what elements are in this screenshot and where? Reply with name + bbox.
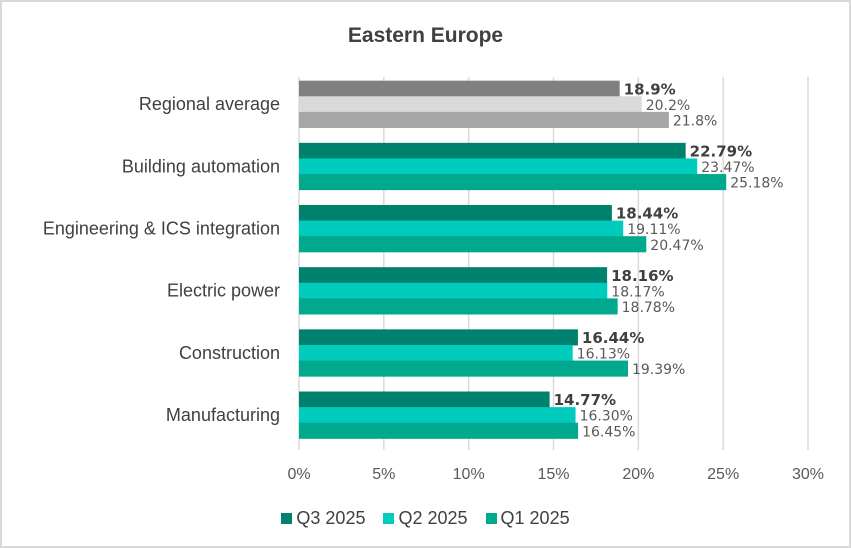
bar: [299, 329, 578, 346]
x-tick-label: 15%: [537, 466, 569, 483]
data-label: 23.47%: [701, 160, 754, 176]
x-tick-label: 20%: [622, 466, 654, 483]
x-tick-label: 25%: [707, 466, 739, 483]
bar: [299, 142, 686, 159]
bar: [299, 205, 612, 222]
bar: [299, 80, 620, 97]
bar: [299, 344, 573, 362]
bar: [299, 360, 628, 377]
data-label: 20.2%: [646, 98, 690, 114]
data-label: 14.77%: [554, 391, 616, 409]
bar: [299, 220, 624, 237]
data-label: 25.18%: [730, 176, 783, 192]
data-label: 18.17%: [611, 284, 664, 300]
bar: [299, 111, 669, 128]
bar: [299, 391, 550, 408]
data-label: 16.13%: [577, 347, 630, 363]
legend: Q3 2025 Q2 2025 Q1 2025: [0, 508, 851, 529]
x-tick-label: 30%: [792, 466, 824, 483]
data-label: 18.78%: [622, 300, 675, 316]
category-label: Electric power: [167, 281, 280, 301]
bar: [299, 267, 608, 284]
data-label: 18.16%: [611, 267, 673, 285]
legend-label-q1: Q1 2025: [500, 508, 570, 528]
data-label: 20.47%: [650, 238, 703, 254]
bar: [299, 158, 698, 175]
x-tick-label: 10%: [453, 466, 485, 483]
bar: [299, 422, 579, 439]
legend-item-q1: Q1 2025: [485, 508, 570, 529]
bar: [299, 96, 642, 113]
data-label: 16.30%: [580, 409, 633, 425]
legend-item-q2: Q2 2025: [383, 508, 468, 529]
category-label: Building automation: [122, 156, 280, 176]
data-label: 18.9%: [624, 80, 676, 98]
category-label: Engineering & ICS integration: [43, 218, 280, 238]
data-label: 22.79%: [690, 142, 752, 160]
data-label: 18.44%: [616, 205, 678, 223]
bar: [299, 407, 576, 424]
data-label: 19.11%: [627, 222, 680, 238]
legend-label-q3: Q3 2025: [296, 508, 366, 528]
bar: [299, 174, 727, 191]
legend-label-q2: Q2 2025: [398, 508, 468, 528]
category-label: Manufacturing: [166, 405, 280, 425]
bar: [299, 282, 608, 299]
x-tick-label: 0%: [287, 466, 310, 483]
legend-swatch-q2: [383, 513, 395, 524]
x-tick-label: 5%: [372, 466, 395, 483]
category-label: Construction: [179, 343, 280, 363]
chart-title: Eastern Europe: [347, 24, 504, 47]
data-label: 16.44%: [582, 329, 644, 347]
data-label: 19.39%: [632, 362, 685, 378]
legend-item-q3: Q3 2025: [281, 508, 365, 529]
data-label: 21.8%: [673, 113, 717, 129]
bar: [299, 298, 618, 315]
data-label: 16.45%: [582, 424, 635, 440]
legend-swatch-q1: [485, 513, 497, 524]
bar: [299, 236, 647, 253]
category-label: Regional average: [139, 94, 280, 114]
legend-swatch-q3: [281, 513, 293, 524]
